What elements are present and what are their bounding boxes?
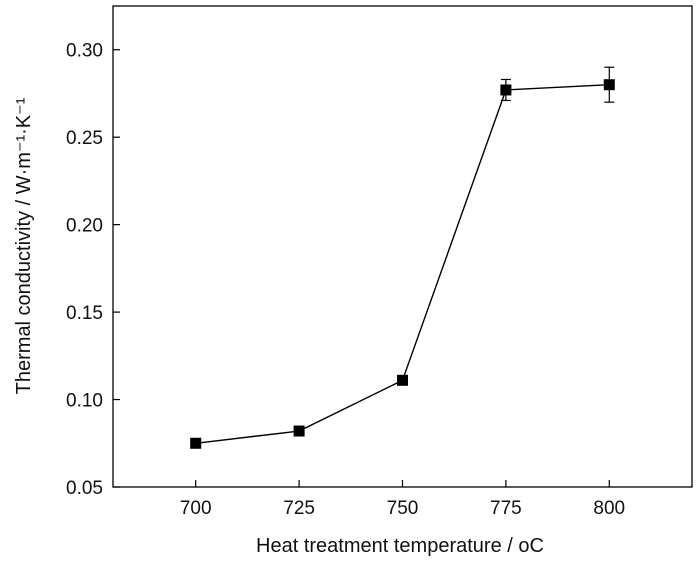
data-point xyxy=(293,425,305,437)
data-point xyxy=(500,84,512,96)
y-tick-label: 0.30 xyxy=(66,41,103,62)
x-tick-label: 700 xyxy=(180,498,212,519)
x-axis-unit: oC xyxy=(518,535,544,557)
x-tick-label: 750 xyxy=(387,498,419,519)
y-tick-label: 0.15 xyxy=(66,303,103,324)
x-tick-label: 725 xyxy=(283,498,315,519)
series-line xyxy=(195,84,610,444)
y-axis-ticks: 0.05 0.10 0.15 0.20 0.25 0.30 xyxy=(66,41,120,499)
y-tick-label: 0.20 xyxy=(66,216,103,237)
y-axis-label: Thermal conductivity / W·m⁻¹·K⁻¹ xyxy=(13,97,35,394)
plot-frame xyxy=(112,5,693,488)
x-axis-label: Heat treatment temperature / oC xyxy=(256,535,544,557)
y-tick-label: 0.05 xyxy=(66,478,103,499)
y-tick-label: 0.10 xyxy=(66,391,103,412)
x-tick-label: 775 xyxy=(490,498,522,519)
data-point xyxy=(397,374,408,386)
data-point xyxy=(603,79,615,91)
x-tick-label: 800 xyxy=(593,498,625,519)
series-group xyxy=(190,66,615,449)
x-axis-ticks: 700 725 750 775 800 xyxy=(180,480,625,519)
data-point xyxy=(190,437,202,449)
y-tick-label: 0.25 xyxy=(66,128,103,149)
